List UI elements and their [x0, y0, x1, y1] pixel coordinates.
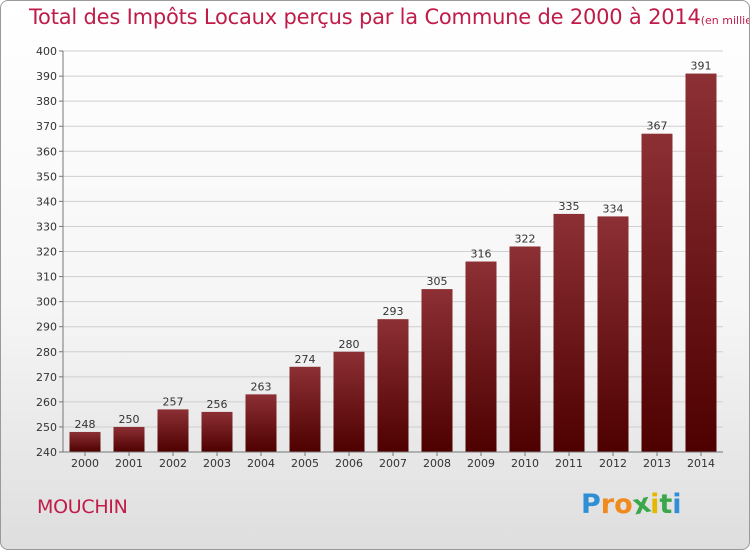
proxiti-logo: Proxiti: [581, 488, 682, 522]
x-tick-label-2001: 2001: [115, 457, 143, 470]
axis-layer: 240 250 260 270 280 290 300 310 320 330 340 350 360 3…: [36, 45, 723, 470]
y-tick-label: 310: [36, 271, 57, 284]
chart-title: Total des Impôts Locaux perçus par la Co…: [29, 5, 749, 29]
bar-2001: [113, 426, 145, 452]
value-label-2007: 293: [383, 305, 404, 318]
chart-title-text: Total des Impôts Locaux perçus par la Co…: [29, 5, 701, 29]
y-tick-label: 330: [36, 220, 57, 233]
bar-2002: [157, 409, 189, 452]
y-tick-label: 260: [36, 396, 57, 409]
y-tick-label: 340: [36, 195, 57, 208]
bar-2006: [333, 351, 365, 452]
bar-2008: [421, 289, 453, 452]
bar-2003: [201, 411, 233, 452]
logo-letter: o: [614, 489, 633, 520]
x-tick-label-2004: 2004: [247, 457, 275, 470]
y-tick-label: 300: [36, 296, 57, 309]
logo-letter: r: [600, 489, 615, 520]
value-label-2005: 274: [295, 353, 316, 366]
y-tick-label: 370: [36, 120, 57, 133]
chart-title-unit: (en milliers d'€): [700, 14, 749, 27]
y-tick-label: 240: [36, 446, 57, 459]
value-label-2003: 256: [207, 398, 228, 411]
value-label-2002: 257: [163, 395, 184, 408]
value-label-2009: 316: [471, 248, 492, 261]
value-label-2011: 335: [559, 200, 580, 213]
bar-2000: [69, 431, 101, 452]
x-tick-label-2000: 2000: [71, 457, 99, 470]
value-label-2000: 248: [75, 418, 96, 431]
x-tick-label-2003: 2003: [203, 457, 231, 470]
logo-letter: i: [650, 489, 660, 520]
y-tick-label: 350: [36, 170, 57, 183]
x-tick-label-2009: 2009: [467, 457, 495, 470]
bar-2011: [553, 213, 585, 452]
bar-2009: [465, 261, 497, 452]
x-tick-label-2010: 2010: [511, 457, 539, 470]
y-tick-label: 320: [36, 246, 57, 259]
y-tick-label: 280: [36, 346, 57, 359]
bar-2004: [245, 394, 277, 452]
y-tick-label: 380: [36, 95, 57, 108]
logo-letter: t: [659, 489, 673, 520]
x-tick-label-2002: 2002: [159, 457, 187, 470]
x-tick-label-2012: 2012: [599, 457, 627, 470]
x-tick-label-2005: 2005: [291, 457, 319, 470]
value-label-2012: 334: [603, 202, 624, 215]
logo-letter: i: [672, 489, 682, 520]
value-label-2006: 280: [339, 338, 360, 351]
value-label-2010: 322: [515, 232, 536, 245]
x-tick-label-2007: 2007: [379, 457, 407, 470]
value-label-2001: 250: [119, 413, 140, 426]
commune-name: MOUCHIN: [37, 496, 128, 518]
value-label-2013: 367: [647, 120, 668, 133]
y-tick-label: 250: [36, 421, 57, 434]
y-tick-label: 290: [36, 321, 57, 334]
value-label-2008: 305: [427, 275, 448, 288]
labels-layer: 248 250 257 256 263 274 280 293 305 316 322 335 334 3…: [75, 60, 712, 431]
y-tick-label: 270: [36, 371, 57, 384]
x-tick-label-2006: 2006: [335, 457, 363, 470]
bar-2012: [597, 216, 629, 452]
bar-2014: [685, 73, 717, 453]
bar-2013: [641, 133, 673, 453]
x-tick-label-2014: 2014: [687, 457, 715, 470]
x-tick-label-2013: 2013: [643, 457, 671, 470]
y-tick-label: 360: [36, 145, 57, 158]
bar-2010: [509, 246, 541, 452]
y-tick-label: 390: [36, 70, 57, 83]
bars-layer: [69, 73, 717, 453]
value-label-2004: 263: [251, 380, 272, 393]
bar-2007: [377, 319, 409, 452]
y-tick-label: 400: [36, 45, 57, 58]
x-tick-label-2011: 2011: [555, 457, 583, 470]
value-label-2014: 391: [691, 60, 712, 73]
logo-letter: P: [581, 489, 601, 520]
x-tick-label-2008: 2008: [423, 457, 451, 470]
bar-2005: [289, 366, 321, 452]
